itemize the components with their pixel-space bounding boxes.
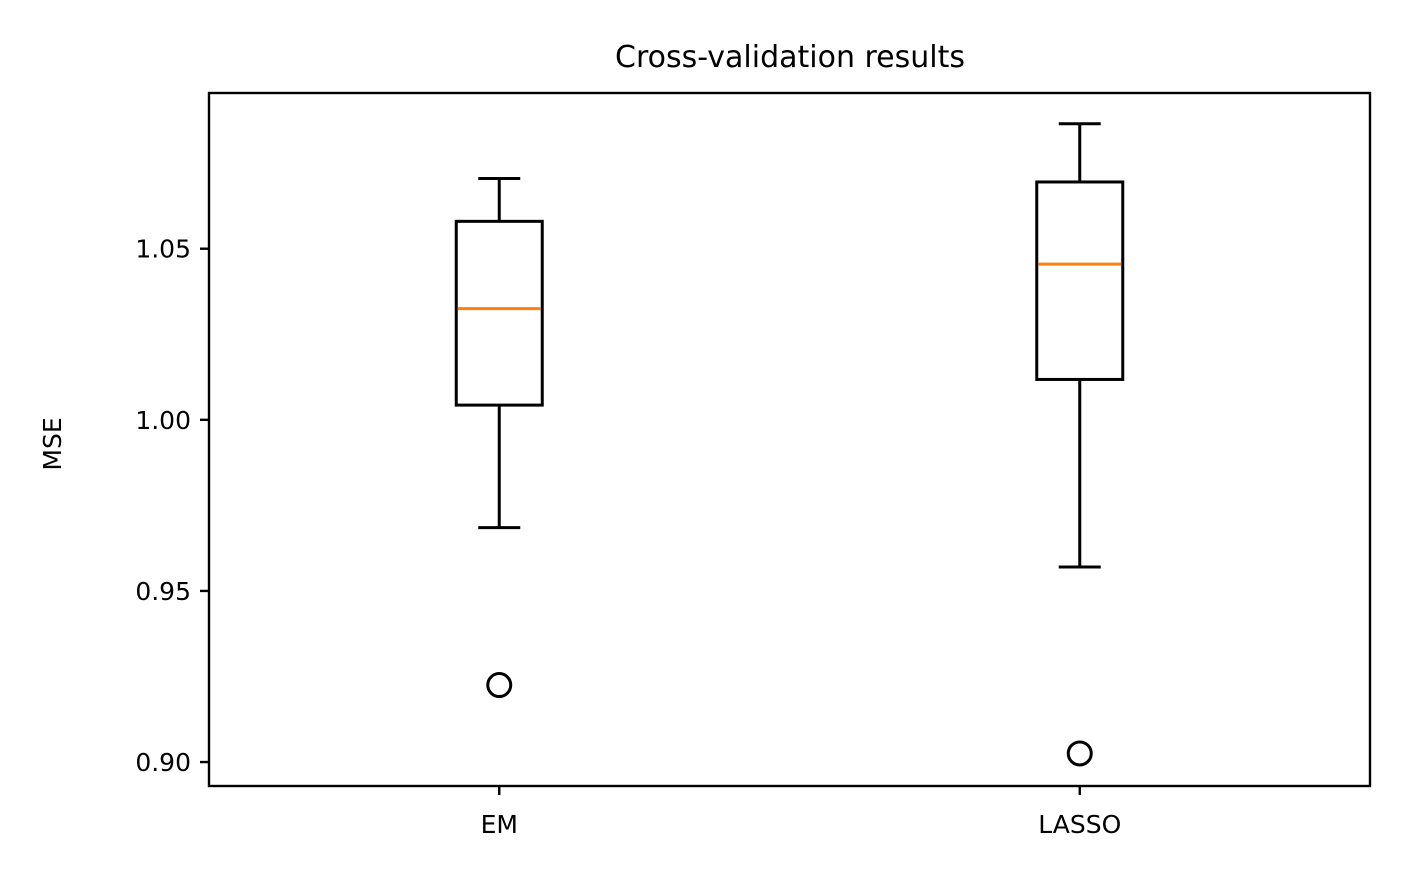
x-tick-label: EM — [481, 810, 518, 839]
y-tick-label: 0.95 — [135, 577, 191, 606]
box-em-outlier — [486, 672, 513, 699]
box-lasso-iqr — [1035, 180, 1125, 381]
plot-area: 0.90 0.95 1.00 1.05 EM LASSO — [135, 91, 1372, 839]
y-axis-label: MSE — [38, 417, 67, 470]
y-tick-label: 1.05 — [135, 235, 191, 264]
box-lasso-outlier — [1066, 740, 1093, 767]
chart-title: Cross-validation results — [615, 40, 965, 75]
plot-frame — [207, 91, 1372, 788]
y-tick-label: 0.90 — [135, 748, 191, 777]
x-tick-label: LASSO — [1038, 810, 1121, 839]
y-tick-label: 1.00 — [135, 406, 191, 435]
box-em-iqr — [454, 219, 544, 407]
